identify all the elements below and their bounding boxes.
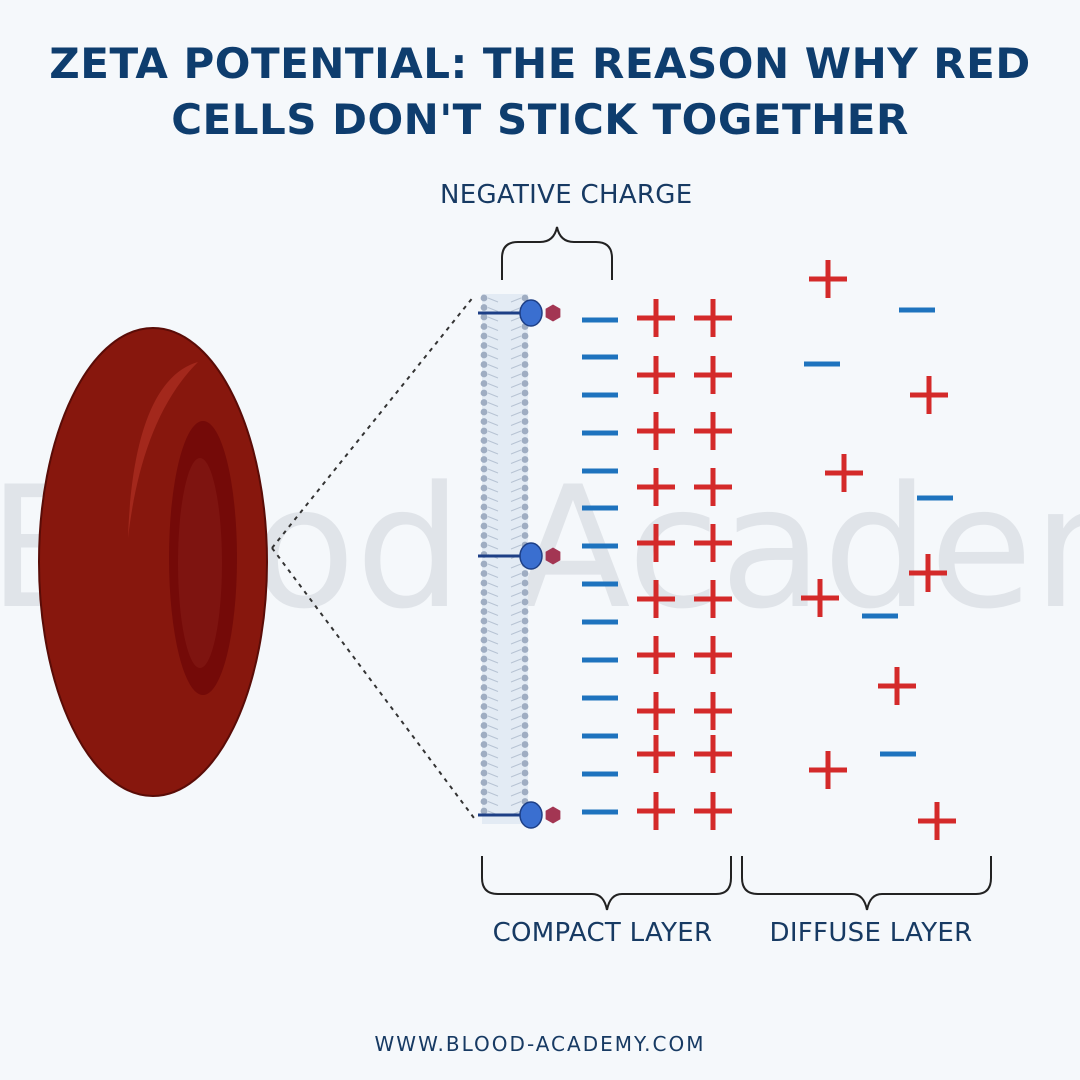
minus-sign-icon: [804, 361, 840, 367]
diffuse-layer-brace: [741, 856, 992, 911]
plus-sign-icon: [637, 299, 675, 337]
plus-sign-icon: [825, 454, 863, 492]
compact-layer-brace: [481, 856, 732, 911]
negative-charge-label: NEGATIVE CHARGE: [440, 180, 693, 210]
minus-sign-icon: [582, 354, 618, 360]
plus-sign-icon: [694, 524, 732, 562]
plus-sign-icon: [637, 792, 675, 830]
sialic-acid-icon: [545, 547, 561, 565]
plus-sign-icon: [809, 260, 847, 298]
plus-sign-icon: [637, 735, 675, 773]
minus-sign-icon: [582, 581, 618, 587]
zoom-lines: [271, 295, 475, 819]
plus-sign-icon: [694, 735, 732, 773]
plus-sign-icon: [637, 636, 675, 674]
plus-sign-icon: [694, 580, 732, 618]
membrane-protein-icon: [478, 542, 561, 570]
plus-sign-icon: [694, 412, 732, 450]
plus-sign-icon: [910, 376, 948, 414]
minus-sign-icon: [582, 695, 618, 701]
minus-sign-icon: [582, 317, 618, 323]
plus-sign-icon: [637, 692, 675, 730]
minus-sign-icon: [582, 809, 618, 815]
minus-sign-icon: [582, 392, 618, 398]
plus-sign-icon: [878, 667, 916, 705]
plus-sign-icon: [694, 792, 732, 830]
minus-sign-icon: [582, 505, 618, 511]
membrane-protein-icon: [478, 299, 561, 327]
red-blood-cell-icon: [38, 327, 268, 797]
minus-sign-icon: [582, 430, 618, 436]
minus-sign-icon: [582, 543, 618, 549]
plus-sign-icon: [694, 299, 732, 337]
plus-sign-icon: [694, 356, 732, 394]
sialic-acid-icon: [545, 304, 561, 322]
title-line-2: CELLS DON'T STICK TOGETHER: [171, 95, 909, 144]
minus-sign-icon: [862, 613, 898, 619]
plus-sign-icon: [909, 554, 947, 592]
plus-sign-icon: [694, 692, 732, 730]
phospholipid-bilayer-icon: [480, 294, 529, 824]
plus-sign-icon: [637, 468, 675, 506]
minus-sign-icon: [582, 468, 618, 474]
plus-sign-icon: [637, 412, 675, 450]
minus-sign-icon: [582, 771, 618, 777]
minus-sign-icon: [582, 657, 618, 663]
plus-sign-icon: [637, 580, 675, 618]
ion-charges: [582, 260, 956, 840]
plus-sign-icon: [809, 751, 847, 789]
plus-sign-icon: [637, 524, 675, 562]
minus-sign-icon: [880, 751, 916, 757]
plus-sign-icon: [637, 356, 675, 394]
page-title: ZETA POTENTIAL: THE REASON WHY RED CELLS…: [40, 36, 1040, 148]
plus-sign-icon: [694, 468, 732, 506]
minus-sign-icon: [582, 733, 618, 739]
title-line-1: ZETA POTENTIAL: THE REASON WHY RED: [49, 39, 1031, 88]
plus-sign-icon: [918, 802, 956, 840]
minus-sign-icon: [899, 307, 935, 313]
negative-charge-brace: [501, 226, 613, 280]
minus-sign-icon: [582, 619, 618, 625]
minus-sign-icon: [917, 495, 953, 501]
membrane-proteins: [478, 299, 561, 829]
sialic-acid-icon: [545, 806, 561, 824]
diffuse-layer-label: DIFFUSE LAYER: [769, 918, 973, 948]
plus-sign-icon: [801, 579, 839, 617]
compact-layer-label: COMPACT LAYER: [492, 918, 713, 948]
website-url: WWW.BLOOD-ACADEMY.COM: [374, 1032, 706, 1056]
plus-sign-icon: [694, 636, 732, 674]
membrane-protein-icon: [478, 801, 561, 829]
